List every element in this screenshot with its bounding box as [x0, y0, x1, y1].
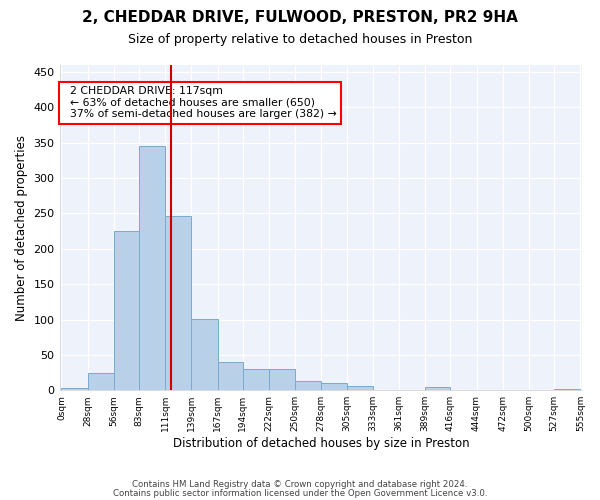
Text: Contains public sector information licensed under the Open Government Licence v3: Contains public sector information licen…	[113, 489, 487, 498]
Y-axis label: Number of detached properties: Number of detached properties	[15, 134, 28, 320]
Bar	[114, 231, 139, 390]
Bar	[269, 369, 295, 390]
Bar	[61, 388, 88, 390]
Text: 2, CHEDDAR DRIVE, FULWOOD, PRESTON, PR2 9HA: 2, CHEDDAR DRIVE, FULWOOD, PRESTON, PR2 …	[82, 10, 518, 25]
Bar	[191, 319, 218, 390]
Bar	[218, 362, 243, 390]
Text: 2 CHEDDAR DRIVE: 117sqm
  ← 63% of detached houses are smaller (650)
  37% of se: 2 CHEDDAR DRIVE: 117sqm ← 63% of detache…	[63, 86, 337, 120]
Bar	[322, 383, 347, 390]
Bar	[425, 386, 451, 390]
X-axis label: Distribution of detached houses by size in Preston: Distribution of detached houses by size …	[173, 437, 469, 450]
Bar	[139, 146, 165, 390]
Text: Contains HM Land Registry data © Crown copyright and database right 2024.: Contains HM Land Registry data © Crown c…	[132, 480, 468, 489]
Bar	[165, 216, 191, 390]
Bar	[347, 386, 373, 390]
Bar	[88, 373, 114, 390]
Bar	[295, 381, 322, 390]
Bar	[243, 369, 269, 390]
Text: Size of property relative to detached houses in Preston: Size of property relative to detached ho…	[128, 32, 472, 46]
Bar	[554, 389, 580, 390]
